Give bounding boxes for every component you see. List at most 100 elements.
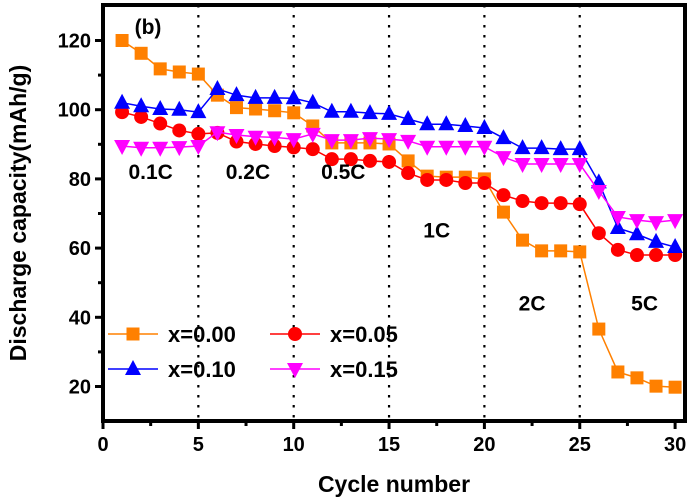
data-point: [343, 152, 358, 167]
data-point: [552, 158, 569, 174]
data-point: [361, 104, 378, 120]
data-point: [628, 225, 645, 241]
data-point: [171, 100, 188, 116]
data-point: [572, 197, 587, 212]
data-point: [268, 104, 282, 118]
data-point: [419, 115, 436, 131]
data-point: [571, 140, 588, 156]
data-point: [515, 194, 530, 209]
data-point: [172, 65, 186, 79]
data-point: [285, 133, 302, 149]
series-line: [122, 131, 676, 223]
data-point: [668, 380, 682, 394]
data-point: [438, 140, 455, 156]
legend-label: x=0.10: [168, 357, 236, 382]
data-point: [323, 134, 340, 150]
data-point: [114, 140, 131, 156]
data-point: [266, 88, 283, 104]
data-point: [285, 89, 302, 105]
x-tick-label: 15: [378, 434, 400, 456]
data-point: [609, 219, 626, 235]
data-point: [438, 115, 455, 131]
data-point: [476, 119, 493, 135]
data-point: [400, 134, 417, 150]
x-axis-ticks: 0 5 10 15 20 25 30: [97, 421, 686, 456]
data-point: [153, 62, 167, 76]
data-point: [628, 214, 645, 230]
data-point: [514, 139, 531, 155]
data-point: [401, 154, 415, 168]
data-point: [439, 172, 454, 187]
data-point: [419, 140, 436, 156]
data-point: [477, 176, 492, 191]
y-axis-title: Discharge capacity(mAh/g): [5, 65, 31, 362]
data-point: [514, 158, 531, 174]
legend-marker: [288, 327, 302, 341]
legend-label: x=0.00: [168, 322, 236, 347]
data-point: [324, 152, 339, 167]
data-point: [457, 140, 474, 156]
data-point: [228, 128, 245, 144]
data-point: [458, 176, 473, 191]
data-point: [153, 116, 168, 131]
legend-label: x=0.15: [330, 357, 398, 382]
data-point: [191, 126, 206, 141]
data-point: [535, 244, 549, 258]
y-tick-label: 40: [69, 307, 91, 329]
data-point: [573, 245, 587, 259]
data-point: [304, 127, 321, 143]
data-point: [496, 205, 510, 219]
data-point: [611, 365, 625, 379]
legend-label: x=0.05: [330, 322, 398, 347]
x-tick-label: 20: [473, 434, 495, 456]
data-point: [590, 185, 607, 201]
data-point: [457, 116, 474, 132]
data-point: [553, 196, 568, 211]
data-point: [247, 130, 264, 146]
data-point: [609, 210, 626, 226]
x-tick-label: 25: [569, 434, 591, 456]
data-point: [476, 140, 493, 156]
data-point: [496, 188, 511, 203]
rate-label: 2C: [519, 292, 546, 315]
data-point: [134, 109, 149, 124]
x-tick-label: 5: [193, 434, 204, 456]
data-point: [115, 34, 129, 47]
data-point: [228, 86, 245, 102]
rate-label: 5C: [631, 292, 658, 315]
x-tick-label: 10: [283, 434, 305, 456]
legend-marker: [126, 327, 140, 341]
data-point: [610, 242, 625, 257]
data-point: [591, 226, 606, 241]
legend-item: x=0.00: [108, 322, 236, 347]
series-x=0.10: [114, 79, 684, 254]
data-point: [342, 134, 359, 150]
data-point: [209, 126, 226, 142]
data-point: [305, 142, 320, 157]
data-point: [381, 133, 398, 149]
legend-item: x=0.10: [108, 357, 236, 382]
data-point: [420, 172, 435, 187]
y-tick-label: 80: [69, 169, 91, 191]
data-point: [191, 67, 205, 81]
data-point: [592, 322, 606, 336]
data-point: [266, 131, 283, 147]
legend-marker: [287, 363, 303, 378]
panel-label: (b): [135, 16, 162, 39]
legend: x=0.00 x=0.05 x=0.10 x=0.15: [108, 322, 398, 382]
x-tick-label: 30: [664, 434, 686, 456]
legend-marker: [125, 360, 141, 375]
data-point: [172, 123, 187, 138]
data-point: [495, 151, 512, 167]
data-point: [629, 248, 644, 263]
data-point: [342, 102, 359, 118]
data-point: [516, 233, 530, 247]
data-point: [534, 196, 549, 211]
data-point: [554, 244, 568, 258]
data-point: [304, 93, 321, 109]
rate-label: 0.5C: [321, 161, 365, 184]
data-point: [649, 248, 664, 263]
data-point: [190, 140, 207, 156]
data-point: [400, 110, 417, 126]
